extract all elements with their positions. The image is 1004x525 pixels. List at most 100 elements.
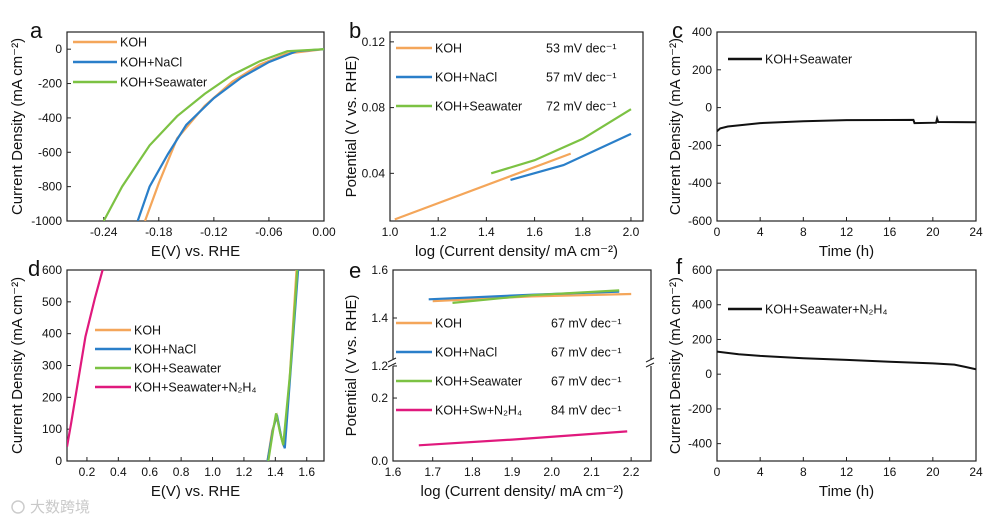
legend-label: KOH+NaCl: [120, 56, 182, 70]
y-tick-label: 1.6: [371, 263, 388, 277]
y-tick-label: -200: [688, 402, 712, 416]
y-axis-label: Current Density (mA cm⁻²): [667, 38, 684, 215]
x-tick-label: -0.24: [90, 225, 118, 239]
legend-label: KOH+Sw+N₂H₄: [435, 404, 522, 418]
legend-label: KOH: [134, 324, 161, 338]
y-tick-label: 0.12: [362, 35, 386, 49]
x-tick-label: 1.6: [385, 465, 402, 479]
axis-break-mark: [645, 357, 655, 368]
x-tick-label: 1.4: [267, 465, 284, 479]
x-tick-label: 2.2: [623, 465, 640, 479]
x-axis-label: Time (h): [819, 483, 874, 500]
y-tick-label: 0.08: [362, 101, 386, 115]
y-axis-label: Potential (V vs. RHE): [343, 295, 360, 437]
series-line-koh-nacl: [136, 48, 324, 221]
watermark-logo-icon: [11, 500, 25, 514]
x-tick-label: 2.0: [623, 225, 640, 239]
y-axis-label: Current Density (mA cm⁻²): [9, 38, 26, 215]
y-tick-label: 600: [42, 263, 62, 277]
panel-e: 1.6 1.7 1.8 1.9 2.0 2.1 2.2 0.0 0.2 1.2 1.4 1.6 log …: [343, 258, 655, 500]
x-tick-label: 8: [800, 465, 807, 479]
legend-label: KOH: [120, 36, 147, 50]
panel-label: b: [349, 18, 361, 43]
x-tick-label: 1.0: [204, 465, 221, 479]
y-tick-label: -400: [38, 111, 62, 125]
tafel-slope-label: 67 mV dec⁻¹: [551, 317, 622, 331]
x-tick-label: 12: [840, 465, 854, 479]
x-tick-label: 0: [714, 465, 721, 479]
y-tick-label: 200: [42, 390, 62, 404]
y-tick-label: -200: [688, 138, 712, 152]
x-tick-label: 24: [969, 465, 983, 479]
x-tick-label: -0.18: [145, 225, 173, 239]
axis-break-gap: [647, 359, 655, 366]
panel-label: d: [28, 256, 40, 281]
y-tick-label: -400: [688, 176, 712, 190]
plot-frame: [389, 31, 644, 222]
x-tick-label: 1.8: [464, 465, 481, 479]
x-tick-label: 1.6: [526, 225, 543, 239]
y-tick-label: 100: [42, 422, 62, 436]
x-tick-label: 0: [714, 225, 721, 239]
y-tick-label: -200: [38, 77, 62, 91]
legend-label: KOH+Seawater: [435, 100, 522, 114]
panel-f: 0 4 8 12 16 20 24 -400 -200 0 200 400 600 Time (h) Cur…: [667, 254, 983, 500]
series-line-koh-nacl: [510, 132, 632, 181]
x-axis-label: Time (h): [819, 243, 874, 260]
x-tick-label: 12: [840, 225, 854, 239]
tafel-slope-label: 67 mV dec⁻¹: [551, 375, 622, 389]
series-line-koh-seawater: [102, 48, 324, 221]
y-tick-label: 600: [692, 263, 712, 277]
panel-c: 0 4 8 12 16 20 24 -600 -400 -200 0 200 400 Time (h) Cu…: [667, 18, 983, 260]
y-axis-label: Current Density (mA cm⁻²): [9, 277, 26, 454]
x-tick-label: 0.00: [312, 225, 336, 239]
x-tick-label: 1.7: [424, 465, 441, 479]
panel-label: e: [349, 258, 361, 283]
x-axis-label: E(V) vs. RHE: [151, 243, 240, 260]
legend-label: KOH+Seawater+N₂H₄: [134, 381, 257, 395]
y-tick-label: 0.04: [362, 166, 386, 180]
legend-label: KOH: [435, 317, 462, 331]
panel-label: c: [672, 18, 683, 43]
series-line-koh: [394, 152, 572, 221]
x-tick-label: 2.1: [583, 465, 600, 479]
x-axis-label: E(V) vs. RHE: [151, 483, 240, 500]
tafel-slope-label: 72 mV dec⁻¹: [546, 100, 617, 114]
x-tick-label: 24: [969, 225, 983, 239]
plot-frame: [716, 269, 977, 462]
panel-b: 1.0 1.2 1.4 1.6 1.8 2.0 0.04 0.08 0.12 log (Curre…: [343, 18, 644, 260]
tafel-slope-label: 57 mV dec⁻¹: [546, 71, 617, 85]
y-tick-label: 0: [705, 367, 712, 381]
axis-break-mark: [387, 357, 397, 368]
tafel-slope-label: 67 mV dec⁻¹: [551, 346, 622, 360]
legend-label: KOH+NaCl: [134, 343, 196, 357]
axis-break-gap: [389, 359, 397, 366]
x-tick-label: 16: [883, 225, 897, 239]
x-tick-label: 8: [800, 225, 807, 239]
series-line-koh-sw-n-h-: [418, 430, 628, 447]
series-line-koh-seawater-n-h-: [717, 350, 976, 371]
series-line-koh-seawater: [490, 108, 632, 175]
x-tick-label: 1.2: [236, 465, 253, 479]
y-tick-label: 200: [692, 332, 712, 346]
y-tick-label: 300: [42, 359, 62, 373]
y-tick-label: 500: [42, 295, 62, 309]
x-tick-label: 0.8: [173, 465, 190, 479]
legend-label: KOH: [435, 42, 462, 56]
x-tick-label: 20: [926, 225, 940, 239]
x-tick-label: 0.4: [110, 465, 127, 479]
x-tick-label: 0.2: [79, 465, 96, 479]
plot-frame: [66, 31, 325, 222]
y-tick-label: 1.4: [371, 311, 388, 325]
x-tick-label: 1.4: [478, 225, 495, 239]
series-line-koh-seawater: [267, 270, 299, 461]
x-tick-label: 1.9: [504, 465, 521, 479]
x-tick-label: 4: [757, 465, 764, 479]
series-line-koh-seawater-n-h-: [67, 270, 104, 447]
series-line-koh: [432, 292, 632, 303]
legend-label: KOH+Seawater: [134, 362, 221, 376]
x-tick-label: -0.06: [255, 225, 283, 239]
series-line-koh-seawater: [452, 289, 620, 304]
panel-d: 0.2 0.4 0.6 0.8 1.0 1.2 1.4 1.6 0 100 200 300 400 500…: [9, 256, 325, 500]
